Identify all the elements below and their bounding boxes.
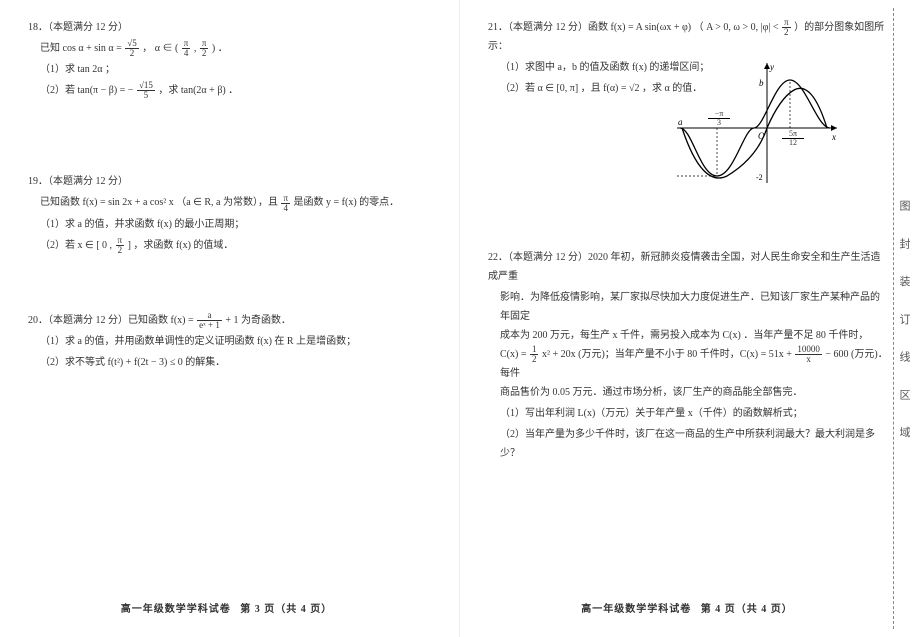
page-4: 图 封 装 订 线 区 域 21．（本题满分 12 分）函数 f(x) = A … <box>460 0 920 637</box>
p19-frac1-den: 4 <box>281 204 290 213</box>
side-label: 图 封 装 订 线 区 域 <box>896 200 912 450</box>
p22-sub2: （2）当年产量为多少千件时，该厂在这一商品的生产中所获利润最大？最大利润是多少？ <box>488 425 888 463</box>
p22-l5: 商品售价为 0.05 万元．通过市场分析，该厂生产的商品能全部售完． <box>488 383 888 402</box>
p18-sub2-pre: （2）若 tan(π − β) = − <box>40 85 136 96</box>
p20-head: 20．（本题满分 12 分）已知函数 f(x) = a eˣ + 1 + 1 为… <box>28 311 431 330</box>
graph-y-label: y <box>769 62 774 72</box>
graph-neg2: -2 <box>756 173 763 182</box>
problem-19: 19．（本题满分 12 分） 已知函数 f(x) = sin 2x + a co… <box>28 172 431 254</box>
p19-sub1: （1）求 a 的值，并求函数 f(x) 的最小正周期； <box>28 215 431 234</box>
graph-x-label: x <box>831 132 836 142</box>
p22-frac2: 10000 x <box>795 345 822 364</box>
p19-head: 19．（本题满分 12 分） <box>28 172 431 191</box>
p19-line1-pre: 已知函数 f(x) = sin 2x + a cos² x （a ∈ R, a … <box>40 197 280 208</box>
p18-sub2: （2）若 tan(π − β) = − √15 5 ，求 tan(2α + β)… <box>28 81 431 100</box>
p18-frac1-den: 2 <box>125 49 138 58</box>
problem-21: 21．（本题满分 12 分）函数 f(x) = A sin(ωx + φ) （ … <box>488 18 892 208</box>
p22-l4-pre: C(x) = <box>500 349 529 360</box>
p18-frac3: π 2 <box>200 39 209 58</box>
p21-head-pre: 21．（本题满分 12 分）函数 f(x) = A sin(ωx + φ) （ … <box>488 22 781 33</box>
p20-head-pre: 20．（本题满分 12 分）已知函数 f(x) = <box>28 315 196 326</box>
p22-l3: 成本为 200 万元，每生产 x 千件，需另投入成本为 C(x) ．当年产量不足… <box>488 326 888 345</box>
p18-frac3-den: 2 <box>200 49 209 58</box>
graph-b-label: b <box>759 78 764 88</box>
p22-frac1: 1 2 <box>530 345 539 364</box>
p18-line1: 已知 cos α + sin α = √5 2 ， α ∈ ( π 4 , π … <box>28 39 431 58</box>
p19-sub2-pre: （2）若 x ∈ [ 0 , <box>40 240 115 251</box>
p18-frac1: √5 2 <box>125 39 138 58</box>
p18-sub2-end: ，求 tan(2α + β) ． <box>158 85 238 96</box>
p20-head-end: + 1 为奇函数． <box>225 315 291 326</box>
p19-frac1: π 4 <box>281 194 290 213</box>
p20-sub2: （2）求不等式 f(t²) + f(2t − 3) ≤ 0 的解集． <box>28 353 431 372</box>
page-3: 18．（本题满分 12 分） 已知 cos α + sin α = √5 2 ，… <box>0 0 460 637</box>
p19-line1-end: 是函数 y = f(x) 的零点． <box>294 197 400 208</box>
page-3-content: 18．（本题满分 12 分） 已知 cos α + sin α = √5 2 ，… <box>28 18 431 600</box>
problem-22: 22．（本题满分 12 分）2020 年初，新冠肺炎疫情袭击全国，对人民生命安全… <box>488 248 888 463</box>
p18-head: 18．（本题满分 12 分） <box>28 18 431 37</box>
cut-line <box>893 8 894 629</box>
footer-pagenum-3: 第 3 页（共 4 页） <box>240 604 332 615</box>
p18-line1-pre: 已知 cos α + sin α = <box>40 43 124 54</box>
p19-frac2: π 2 <box>116 236 125 255</box>
graph-tick1-num: π <box>719 110 723 118</box>
graph-O-label: O <box>758 131 765 141</box>
page-4-content: 21．（本题满分 12 分）函数 f(x) = A sin(ωx + φ) （ … <box>488 18 892 600</box>
p19-sub2-end: ] ，求函数 f(x) 的值域． <box>128 240 234 251</box>
page-3-footer: 高一年级数学学科试卷 第 3 页（共 4 页） <box>28 600 431 629</box>
p19-line1: 已知函数 f(x) = sin 2x + a cos² x （a ∈ R, a … <box>28 193 431 212</box>
graph-tick2-den: 12 <box>782 139 804 147</box>
p18-frac2-den: 4 <box>182 49 191 58</box>
graph-a-label: a <box>678 117 683 127</box>
p22-l4: C(x) = 1 2 x² + 20x (万元)；当年产量不小于 80 千件时，… <box>488 345 888 383</box>
p21-head: 21．（本题满分 12 分）函数 f(x) = A sin(ωx + φ) （ … <box>488 18 888 56</box>
p18-frac4: √15 5 <box>137 81 155 100</box>
p18-line1-end: ) ． <box>212 43 228 54</box>
graph-tick1-den: 3 <box>708 119 730 127</box>
p18-line1-mid: ， α ∈ ( <box>142 43 181 54</box>
p22-sub1: （1）写出年利润 L(x)（万元）关于年产量 x（千件）的函数解析式； <box>488 404 888 423</box>
footer-pagenum-4: 第 4 页（共 4 页） <box>701 604 793 615</box>
footer-title-4: 高一年级数学学科试卷 <box>581 604 691 615</box>
p22-l4-mid: x² + 20x (万元)；当年产量不小于 80 千件时，C(x) = 51x … <box>542 349 794 360</box>
p22-frac2-den: x <box>795 355 822 364</box>
p20-frac-den: eˣ + 1 <box>197 321 222 330</box>
p19-sub2: （2）若 x ∈ [ 0 , π 2 ] ，求函数 f(x) 的值域． <box>28 236 431 255</box>
p21-frac: π 2 <box>782 18 791 37</box>
problem-18: 18．（本题满分 12 分） 已知 cos α + sin α = √5 2 ，… <box>28 18 431 100</box>
p21-frac-den: 2 <box>782 28 791 37</box>
p18-frac4-den: 5 <box>137 91 155 100</box>
p22-frac1-den: 2 <box>530 355 539 364</box>
footer-title-3: 高一年级数学学科试卷 <box>121 604 231 615</box>
p18-line1-mid2: , <box>194 43 199 54</box>
p19-frac2-den: 2 <box>116 246 125 255</box>
p21-graph: y x O a b -2 −π 3 <box>672 58 842 188</box>
page-4-footer: 高一年级数学学科试卷 第 4 页（共 4 页） <box>488 600 892 629</box>
page-container: 18．（本题满分 12 分） 已知 cos α + sin α = √5 2 ，… <box>0 0 920 637</box>
sine-graph-icon: y x O a b -2 −π 3 <box>672 58 842 188</box>
problem-20: 20．（本题满分 12 分）已知函数 f(x) = a eˣ + 1 + 1 为… <box>28 311 431 372</box>
p22-l2: 影响．为降低疫情影响，某厂家拟尽快加大力度促进生产．已知该厂家生产某种产品的年固… <box>488 288 888 326</box>
p20-sub1: （1）求 a 的值，并用函数单调性的定义证明函数 f(x) 在 R 上是增函数； <box>28 332 431 351</box>
p22-head: 22．（本题满分 12 分）2020 年初，新冠肺炎疫情袭击全国，对人民生命安全… <box>488 248 888 286</box>
p18-sub1: （1）求 tan 2α ； <box>28 60 431 79</box>
p18-frac2: π 4 <box>182 39 191 58</box>
p20-frac: a eˣ + 1 <box>197 311 222 330</box>
